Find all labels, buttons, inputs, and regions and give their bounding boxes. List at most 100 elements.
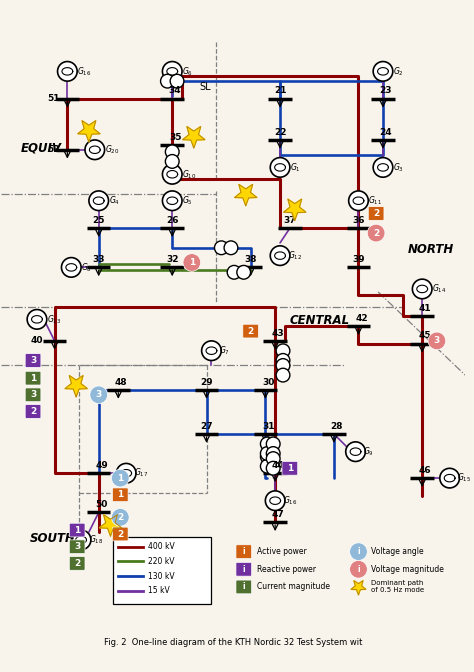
Polygon shape [351, 581, 366, 595]
Circle shape [350, 543, 367, 560]
Circle shape [165, 145, 179, 159]
Circle shape [214, 241, 228, 255]
Text: $G_{16}$: $G_{16}$ [283, 495, 297, 507]
Circle shape [266, 462, 280, 475]
Circle shape [266, 452, 280, 466]
Circle shape [163, 165, 182, 184]
Circle shape [270, 158, 290, 177]
Circle shape [170, 75, 184, 88]
Bar [113, 537, 211, 603]
Text: $G_6$: $G_6$ [182, 65, 193, 77]
FancyBboxPatch shape [236, 562, 252, 576]
Text: SOUTH: SOUTH [30, 532, 76, 545]
Circle shape [260, 450, 274, 464]
Text: 23: 23 [380, 87, 392, 95]
Text: 3: 3 [74, 542, 80, 551]
Circle shape [90, 386, 108, 404]
Text: $G_{14}$: $G_{14}$ [432, 283, 447, 295]
Text: 1: 1 [189, 258, 195, 267]
Circle shape [57, 62, 77, 81]
Text: 22: 22 [274, 128, 286, 136]
Text: 21: 21 [274, 87, 286, 95]
Circle shape [276, 353, 290, 368]
Circle shape [224, 241, 238, 255]
Text: Reactive power: Reactive power [256, 564, 316, 574]
Circle shape [89, 191, 109, 210]
Text: 35: 35 [169, 132, 182, 142]
Polygon shape [99, 515, 122, 536]
Polygon shape [78, 121, 100, 142]
Circle shape [165, 155, 179, 168]
Text: 3: 3 [30, 390, 36, 399]
FancyBboxPatch shape [282, 462, 298, 475]
Circle shape [276, 368, 290, 382]
Text: 220 kV: 220 kV [148, 557, 174, 566]
Text: 3: 3 [96, 390, 102, 399]
Circle shape [349, 191, 368, 210]
Circle shape [111, 469, 129, 487]
Text: 2: 2 [30, 407, 36, 416]
Text: $G_{10}$: $G_{10}$ [182, 168, 196, 181]
Circle shape [85, 140, 105, 159]
Text: 45: 45 [419, 331, 431, 341]
Text: 48: 48 [115, 378, 128, 386]
Text: 52: 52 [47, 145, 60, 155]
Text: 2: 2 [117, 530, 123, 538]
Text: $G_8$: $G_8$ [81, 261, 92, 274]
Circle shape [62, 257, 81, 277]
Text: 27: 27 [200, 421, 213, 431]
Text: 2: 2 [373, 209, 379, 218]
Circle shape [260, 460, 274, 473]
Text: 38: 38 [245, 255, 257, 264]
Text: 2: 2 [247, 327, 254, 335]
Text: 40: 40 [31, 337, 43, 345]
Text: 400 kV: 400 kV [148, 542, 174, 551]
FancyBboxPatch shape [25, 388, 41, 402]
Text: $G_{16}$: $G_{16}$ [77, 65, 91, 77]
Text: 42: 42 [355, 314, 368, 323]
Circle shape [161, 75, 174, 88]
Text: 25: 25 [92, 216, 105, 225]
Text: 43: 43 [272, 329, 284, 337]
Polygon shape [235, 184, 257, 206]
Circle shape [346, 442, 365, 462]
Text: $G_5$: $G_5$ [182, 194, 193, 207]
Text: 24: 24 [380, 128, 392, 136]
FancyBboxPatch shape [25, 353, 41, 368]
Text: NORTH: NORTH [408, 243, 454, 255]
Text: Fig. 2  One-line diagram of the KTH Nordic 32 Test System wit: Fig. 2 One-line diagram of the KTH Nordi… [104, 638, 362, 647]
Circle shape [265, 491, 285, 511]
Text: Voltage magnitude: Voltage magnitude [371, 564, 444, 574]
Circle shape [260, 447, 274, 460]
Text: EQUIV.: EQUIV. [20, 142, 64, 155]
Circle shape [276, 344, 290, 358]
Text: 1: 1 [117, 491, 123, 499]
Text: Dominant path
of 0.5 Hz mode: Dominant path of 0.5 Hz mode [371, 581, 424, 593]
Text: 32: 32 [166, 255, 179, 264]
Text: 28: 28 [331, 421, 343, 431]
FancyBboxPatch shape [25, 372, 41, 385]
Text: 34: 34 [169, 87, 182, 95]
Circle shape [260, 437, 274, 451]
Text: i: i [243, 547, 245, 556]
FancyBboxPatch shape [69, 523, 85, 537]
Text: 29: 29 [200, 378, 213, 386]
Circle shape [71, 530, 91, 550]
Circle shape [116, 464, 136, 483]
Text: 2: 2 [117, 513, 123, 522]
Text: 31: 31 [262, 421, 274, 431]
Text: $G_7$: $G_7$ [219, 345, 230, 357]
Text: 1: 1 [74, 526, 80, 535]
Polygon shape [283, 199, 306, 220]
Text: Voltage angle: Voltage angle [371, 547, 424, 556]
Circle shape [270, 246, 290, 265]
Text: 51: 51 [47, 94, 60, 103]
Circle shape [183, 253, 201, 271]
Text: 2: 2 [74, 559, 80, 568]
Text: 15 kV: 15 kV [148, 587, 170, 595]
Text: 50: 50 [95, 500, 108, 509]
FancyBboxPatch shape [25, 405, 41, 419]
Circle shape [266, 447, 280, 460]
Text: $G_9$: $G_9$ [364, 446, 374, 458]
Text: i: i [243, 583, 245, 591]
